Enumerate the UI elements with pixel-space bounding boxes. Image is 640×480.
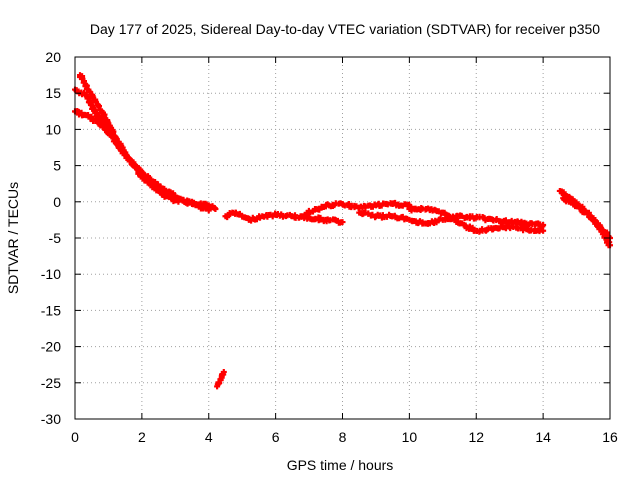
x-tick-label: 2 [138, 429, 146, 445]
interpolated-marks [508, 217, 528, 227]
interpolated-marks [339, 201, 362, 211]
chart-title: Day 177 of 2025, Sidereal Day-to-day VTE… [90, 21, 600, 37]
interpolated-marks [273, 211, 295, 220]
x-tick-label: 12 [468, 429, 484, 445]
y-tick-label: 0 [53, 194, 61, 210]
interpolated-marks [424, 215, 444, 227]
interpolated-marks [358, 209, 379, 221]
data-point [540, 221, 547, 228]
y-tick-label: -5 [49, 230, 62, 246]
series-track-g [356, 209, 547, 230]
x-tick-label: 6 [272, 429, 280, 445]
y-tick-label: -20 [41, 339, 61, 355]
interpolated-marks [474, 213, 495, 224]
x-tick-label: 0 [71, 429, 79, 445]
series-track-h [406, 205, 547, 235]
x-tick-label: 14 [535, 429, 551, 445]
data-point [220, 368, 227, 375]
interpolated-marks [110, 134, 129, 157]
data-point [540, 227, 547, 234]
data-point [339, 219, 346, 226]
interpolated-marks [525, 226, 545, 235]
data-point [205, 207, 212, 214]
interpolated-marks [191, 199, 210, 208]
interpolated-marks [490, 223, 511, 232]
y-tick-label: -15 [41, 302, 61, 318]
series-track-d [158, 191, 219, 213]
data-marks [72, 72, 613, 390]
x-axis-label: GPS time / hours [287, 457, 394, 473]
interpolated-marks [99, 109, 118, 139]
y-tick-label: 20 [45, 49, 61, 65]
x-tick-label: 10 [402, 429, 418, 445]
grid [75, 57, 610, 419]
axis-ticks: 0 2 4 6 8 10 12 14 16 -30 -25 -20 -15 -10 -5 0 5 10 15 20 [41, 49, 618, 445]
interpolated-marks [77, 73, 90, 92]
interpolated-marks [490, 216, 512, 226]
interpolated-marks [507, 223, 528, 234]
interpolated-marks [83, 112, 101, 124]
x-tick-label: 4 [205, 429, 213, 445]
interpolated-marks [573, 202, 593, 220]
interpolated-marks [408, 217, 427, 227]
interpolated-marks [86, 88, 105, 115]
interpolated-marks [82, 92, 98, 113]
interpolated-marks [301, 206, 318, 219]
y-tick-label: -10 [41, 266, 61, 282]
y-tick-label: 15 [45, 85, 61, 101]
y-tick-label: 5 [53, 158, 61, 174]
series-outlier-low [214, 368, 227, 390]
interpolated-marks [391, 212, 411, 223]
y-tick-label: -30 [41, 411, 61, 427]
data-point [212, 206, 219, 213]
series-track-e [222, 209, 346, 226]
interpolated-marks [246, 213, 263, 224]
y-axis-label: SDTVAR / TECUs [5, 182, 21, 294]
interpolated-marks [588, 214, 606, 234]
interpolated-marks [441, 209, 462, 226]
interpolated-marks [357, 201, 378, 211]
interpolated-marks [95, 120, 115, 138]
x-tick-label: 16 [602, 429, 618, 445]
y-tick-label: -25 [41, 375, 61, 391]
series-track-f [299, 199, 413, 220]
interpolated-marks [408, 205, 429, 214]
x-tick-label: 8 [339, 429, 347, 445]
interpolated-marks [123, 152, 145, 175]
y-tick-label: 10 [45, 121, 61, 137]
interpolated-marks [232, 209, 251, 222]
